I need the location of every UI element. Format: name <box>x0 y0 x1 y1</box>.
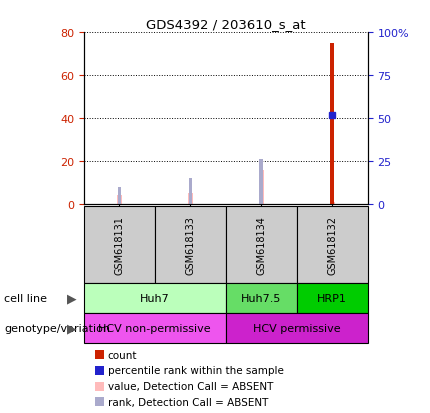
Text: GSM618132: GSM618132 <box>327 215 337 274</box>
Bar <box>330 202 335 204</box>
Text: ▶: ▶ <box>67 292 77 304</box>
Text: value, Detection Call = ABSENT: value, Detection Call = ABSENT <box>108 381 273 391</box>
Bar <box>117 188 121 204</box>
Text: percentile rank within the sample: percentile rank within the sample <box>108 366 283 375</box>
Text: rank, Detection Call = ABSENT: rank, Detection Call = ABSENT <box>108 397 268 407</box>
Text: genotype/variation: genotype/variation <box>4 323 111 333</box>
Text: GSM618133: GSM618133 <box>185 215 195 274</box>
Bar <box>117 196 122 204</box>
Bar <box>226 313 368 343</box>
Text: Huh7.5: Huh7.5 <box>241 293 281 303</box>
Title: GDS4392 / 203610_s_at: GDS4392 / 203610_s_at <box>146 17 306 31</box>
Bar <box>259 159 263 204</box>
Bar <box>84 283 226 313</box>
Bar <box>226 283 297 313</box>
Text: Huh7: Huh7 <box>140 293 170 303</box>
Bar <box>330 44 334 204</box>
Text: HRP1: HRP1 <box>317 293 347 303</box>
Bar <box>188 194 193 204</box>
Bar <box>297 206 368 283</box>
Bar <box>188 179 192 204</box>
Bar <box>84 313 226 343</box>
Bar <box>155 206 226 283</box>
Text: GSM618131: GSM618131 <box>114 215 124 274</box>
Bar <box>84 206 155 283</box>
Bar <box>226 206 297 283</box>
Text: count: count <box>108 350 137 360</box>
Text: HCV permissive: HCV permissive <box>253 323 341 333</box>
Bar <box>297 283 368 313</box>
Bar <box>259 170 264 204</box>
Text: cell line: cell line <box>4 293 47 303</box>
Text: ▶: ▶ <box>67 322 77 335</box>
Text: GSM618134: GSM618134 <box>256 215 266 274</box>
Text: HCV non-permissive: HCV non-permissive <box>98 323 211 333</box>
